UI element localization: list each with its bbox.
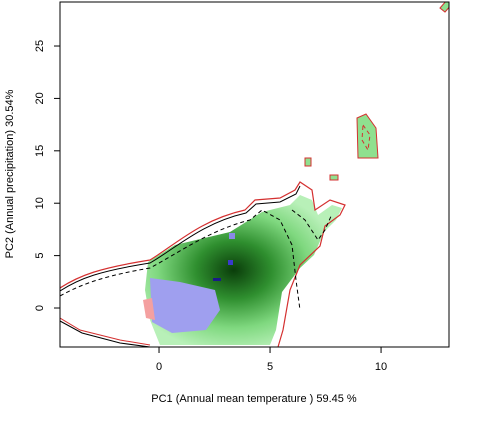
y-tick-label: 0 (34, 305, 46, 311)
dark-cell (213, 278, 221, 281)
y-tick-label: 20 (34, 92, 46, 104)
range-contour (60, 320, 151, 347)
y-axis-label: PC2 (Annual precipitation) 30.54% (4, 89, 16, 258)
island (304, 157, 312, 167)
y-tick-label: 5 (34, 253, 46, 259)
range-contour (291, 209, 333, 241)
pink-area (143, 298, 155, 320)
overlap-blue (150, 278, 220, 333)
x-tick-label: 5 (267, 361, 273, 373)
island (439, 2, 449, 13)
blue-cell (229, 233, 235, 239)
plot-frame (59, 1, 450, 348)
density-layer (60, 2, 449, 347)
x-axis-label: PC1 (Annual mean temperature ) 59.45 % (151, 393, 357, 405)
island (356, 113, 379, 159)
y-tick-label: 10 (34, 197, 46, 209)
y-tick-label: 15 (34, 145, 46, 157)
range-contour (60, 209, 301, 311)
x-tick-label: 10 (375, 361, 387, 373)
dark-cell (228, 260, 233, 265)
range-contour (60, 317, 151, 346)
x-tick-label: 0 (156, 361, 162, 373)
range-contour (60, 185, 301, 292)
island (329, 174, 339, 181)
y-tick-label: 25 (34, 40, 46, 52)
range-contour (60, 181, 346, 347)
range-contour (361, 123, 371, 152)
